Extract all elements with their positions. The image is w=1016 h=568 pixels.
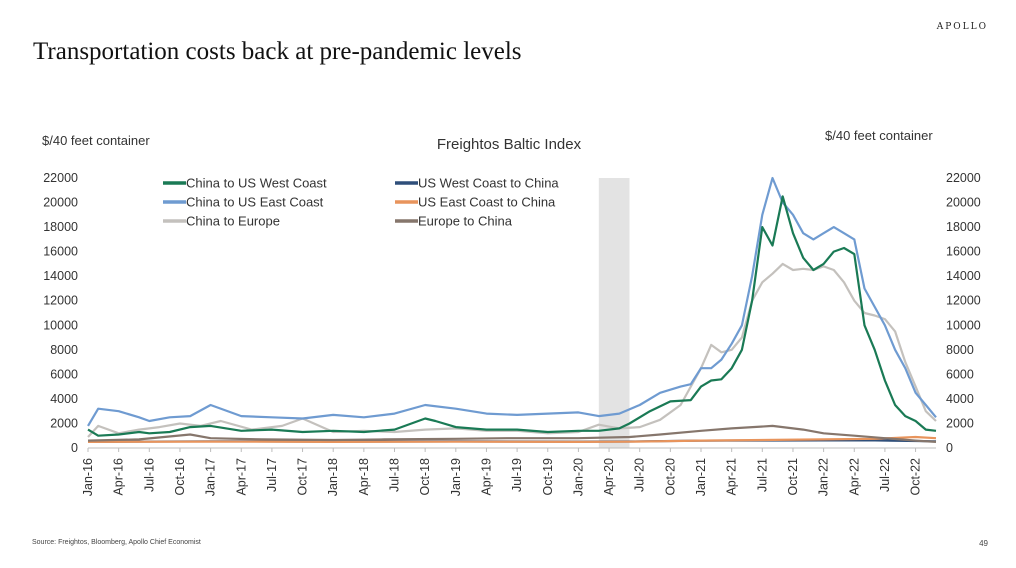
y-tick-label: 18000: [43, 220, 78, 234]
y-tick-label: 18000: [946, 220, 981, 234]
legend-label: Europe to China: [418, 214, 513, 229]
legend: China to US West Coast US West Coast to C…: [163, 176, 559, 229]
x-tick-label: Jul-19: [510, 458, 524, 492]
x-tick-label: Jul-16: [142, 458, 156, 492]
y-axis-label-right: $/40 feet container: [825, 128, 933, 143]
x-tick-label: Oct-20: [663, 458, 677, 496]
y-tick-label: 8000: [946, 343, 974, 357]
y-tick-label: 4000: [50, 392, 78, 406]
x-tick-label: Apr-18: [357, 458, 371, 496]
x-tick-label: Jan-21: [694, 458, 708, 496]
y-tick-label: 6000: [50, 367, 78, 381]
legend-label: US East Coast to China: [418, 195, 556, 210]
x-tick-label: Apr-20: [602, 458, 616, 496]
x-tick-label: Oct-17: [296, 458, 310, 496]
y-tick-label: 12000: [946, 294, 981, 308]
x-tick-label: Jan-19: [449, 458, 463, 496]
x-tick-label: Apr-17: [234, 458, 248, 496]
series-line-6: [87, 424, 937, 443]
y-ticks-right: 0 2000 4000 6000 8000 10000 12000 14000 16000 180…: [946, 171, 981, 455]
legend-label: China to Europe: [186, 214, 280, 229]
legend-label: China to US East Coast: [186, 195, 324, 210]
legend-label: China to US West Coast: [186, 176, 327, 191]
y-tick-label: 2000: [50, 416, 78, 430]
x-tick-label: Jan-16: [81, 458, 95, 496]
x-ticks: Jan-16 Apr-16 Jul-16 Oct-16 Jan-17 Apr-17 Jul-…: [81, 447, 936, 496]
legend-label: US West Coast to China: [418, 176, 559, 191]
y-tick-label: 16000: [43, 245, 78, 259]
x-tick-label: Jul-20: [633, 458, 647, 492]
y-tick-label: 2000: [946, 416, 974, 430]
x-tick-label: Oct-16: [173, 458, 187, 496]
x-tick-label: Jan-20: [571, 458, 585, 496]
x-tick-label: Apr-22: [847, 458, 861, 496]
x-tick-label: Apr-16: [112, 458, 126, 496]
x-tick-label: Apr-21: [725, 458, 739, 496]
source-note: Source: Freightos, Bloomberg, Apollo Chi…: [32, 539, 201, 546]
brand-logo: APOLLO: [936, 22, 988, 32]
x-tick-label: Oct-21: [786, 458, 800, 496]
x-tick-label: Jul-21: [755, 458, 769, 492]
y-tick-label: 4000: [946, 392, 974, 406]
y-tick-label: 14000: [946, 269, 981, 283]
series-line-1: [87, 195, 937, 437]
y-tick-label: 0: [946, 441, 953, 455]
y-tick-label: 14000: [43, 269, 78, 283]
series-line-5: [87, 262, 937, 438]
y-tick-label: 22000: [43, 171, 78, 185]
x-tick-label: Jan-22: [817, 458, 831, 496]
x-tick-label: Jul-17: [265, 458, 279, 492]
x-tick-label: Oct-18: [418, 458, 432, 496]
x-tick-label: Jul-22: [878, 458, 892, 492]
y-tick-label: 22000: [946, 171, 981, 185]
y-tick-label: 20000: [43, 196, 78, 210]
series-lines: [87, 176, 937, 443]
y-ticks-left: 0 2000 4000 6000 8000 10000 12000 14000 16000 180…: [43, 171, 78, 455]
shaded-region: [598, 178, 630, 448]
y-tick-label: 20000: [946, 196, 981, 210]
x-tick-label: Apr-19: [479, 458, 493, 496]
x-tick-label: Oct-19: [541, 458, 555, 496]
series-line-3: [87, 176, 937, 427]
y-tick-label: 12000: [43, 294, 78, 308]
y-tick-label: 10000: [946, 318, 981, 332]
y-tick-label: 10000: [43, 318, 78, 332]
page-title: Transportation costs back at pre-pandemi…: [33, 38, 522, 65]
y-axis-label-left: $/40 feet container: [42, 133, 150, 148]
x-tick-label: Oct-22: [909, 458, 923, 496]
y-tick-label: 0: [71, 441, 78, 455]
y-tick-label: 16000: [946, 245, 981, 259]
x-tick-label: Jul-18: [388, 458, 402, 492]
y-tick-label: 8000: [50, 343, 78, 357]
page-number: 49: [979, 539, 988, 548]
y-tick-label: 6000: [946, 367, 974, 381]
x-tick-label: Jan-17: [204, 458, 218, 496]
x-tick-label: Jan-18: [326, 458, 340, 496]
chart-title: Freightos Baltic Index: [437, 136, 582, 153]
